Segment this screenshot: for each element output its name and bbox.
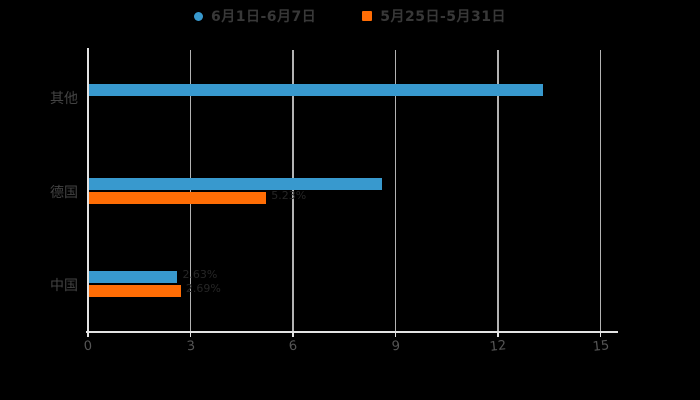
bar-data-label-1: 2.63% bbox=[182, 268, 218, 282]
bar-德国-series1[interactable] bbox=[88, 191, 267, 204]
y-axis-line bbox=[87, 48, 89, 332]
bar-中国-series1[interactable] bbox=[88, 285, 181, 298]
x-tick-label-6: 6 bbox=[288, 338, 298, 355]
legend-item-0[interactable]: 6月1日-6月7日 bbox=[193, 6, 317, 26]
x-tick-mark-9 bbox=[394, 332, 397, 337]
legend-item-label: 6月1日-6月7日 bbox=[210, 9, 317, 25]
category-label-0: 其他 bbox=[50, 90, 78, 107]
gridline-x-3 bbox=[189, 50, 192, 331]
legend-item-1[interactable]: 5月25日-5月31日 bbox=[362, 6, 506, 26]
x-tick-mark-3 bbox=[189, 332, 192, 337]
x-tick-mark-6 bbox=[292, 332, 294, 337]
legend-item-label: 5月25日-5月31日 bbox=[380, 9, 507, 25]
gridline-x-9 bbox=[394, 50, 397, 331]
gridline-x-15 bbox=[599, 50, 602, 331]
bar-德国-series0[interactable] bbox=[88, 177, 383, 190]
category-label-1: 德国 bbox=[50, 184, 78, 201]
x-tick-mark-0 bbox=[87, 332, 89, 337]
x-axis-line bbox=[86, 331, 618, 333]
x-tick-label-12: 12 bbox=[489, 338, 508, 355]
gridline-x-6 bbox=[292, 50, 294, 331]
chart-legend: 6月1日-6月7日 5月25日-5月31日 bbox=[0, 5, 700, 27]
bar-其他-series0[interactable] bbox=[88, 83, 544, 96]
bar-中国-series0[interactable] bbox=[88, 271, 178, 284]
gridline-x-12 bbox=[497, 50, 499, 331]
x-tick-label-3: 3 bbox=[185, 338, 196, 355]
x-tick-mark-15 bbox=[599, 332, 602, 337]
x-tick-label-0: 0 bbox=[83, 338, 93, 355]
x-tick-mark-12 bbox=[497, 332, 499, 337]
x-tick-label-15: 15 bbox=[591, 338, 610, 355]
bar-data-label-2: 2.69% bbox=[185, 282, 221, 296]
bar-data-label-0: 5.23% bbox=[271, 188, 307, 202]
legend-circle-marker-icon bbox=[193, 11, 203, 21]
x-tick-label-9: 9 bbox=[390, 338, 401, 355]
legend-square-marker-icon bbox=[362, 11, 373, 21]
category-label-2: 中国 bbox=[50, 278, 78, 295]
